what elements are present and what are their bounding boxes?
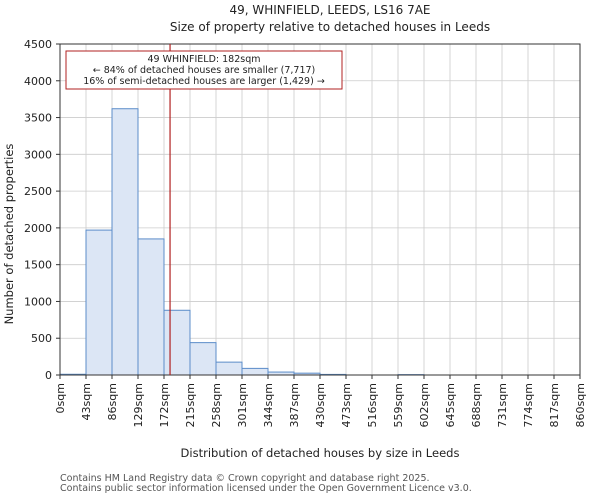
plot-frame [59,43,581,376]
x-tick-label: 860sqm [574,383,587,427]
y-axis-label: Number of detached properties [2,144,16,325]
footer-line1: Contains HM Land Registry data © Crown c… [60,473,430,484]
y-tick-label: 2000 [24,222,52,235]
axes [59,43,581,376]
y-tick-label: 1000 [24,295,52,308]
y-tick-label: 0 [45,369,52,382]
x-tick-label: 387sqm [288,383,301,427]
x-tick-label: 0sqm [54,383,67,413]
annotation-rect [65,50,343,90]
bar [189,342,217,376]
x-tick-label: 215sqm [184,383,197,427]
bar [137,238,165,376]
bar [111,108,139,376]
annotation-box: 49 WHINFIELD: 182sqm ← 84% of detached h… [65,50,343,90]
y-tick-label: 3500 [24,112,52,125]
chart-title-line1: 49, WHINFIELD, LEEDS, LS16 7AE [229,3,430,17]
chart-title-line2: Size of property relative to detached ho… [170,20,490,34]
annotation-line1: 49 WHINFIELD: 182sqm [147,54,260,65]
y-tick-label: 3000 [24,148,52,161]
x-tick-label: 172sqm [158,383,171,427]
x-tick-label: 473sqm [340,383,353,427]
x-tick-label: 516sqm [366,383,379,427]
x-tick-label: 344sqm [262,383,275,427]
x-tick-label: 602sqm [418,383,431,427]
x-tick-label: 817sqm [548,383,561,427]
footer-line2: Contains public sector information licen… [60,483,472,494]
x-tick-label: 645sqm [444,383,457,427]
bar [85,229,113,376]
y-tick-label: 1500 [24,259,52,272]
x-tick-label: 688sqm [470,383,483,427]
x-axis-label: Distribution of detached houses by size … [181,446,460,460]
y-tick-label: 4000 [24,75,52,88]
x-tick-label: 86sqm [106,383,119,420]
bars [59,108,425,376]
x-ticks: 0sqm 43sqm 86sqm 129sqm 172sqm 215sqm 258sqm 30… [54,375,587,427]
y-tick-label: 4500 [24,38,52,51]
bar [241,367,269,376]
annotation-line2: ← 84% of detached houses are smaller (7,… [93,65,316,76]
y-tick-label: 500 [31,332,52,345]
x-tick-label: 731sqm [496,383,509,427]
x-tick-label: 129sqm [132,383,145,427]
x-tick-label: 301sqm [236,383,249,427]
x-tick-label: 258sqm [210,383,223,427]
bar [215,361,243,376]
x-tick-label: 559sqm [392,383,405,427]
y-tick-label: 2500 [24,185,52,198]
annotation-line3: 16% of semi-detached houses are larger (… [83,76,325,87]
bar [163,309,191,376]
y-ticks: 0 500 1000 1500 2000 2500 3000 3500 4000 4500 [24,38,60,382]
x-tick-label: 774sqm [522,383,535,427]
x-tick-label: 43sqm [80,383,93,420]
x-tick-label: 430sqm [314,383,327,427]
